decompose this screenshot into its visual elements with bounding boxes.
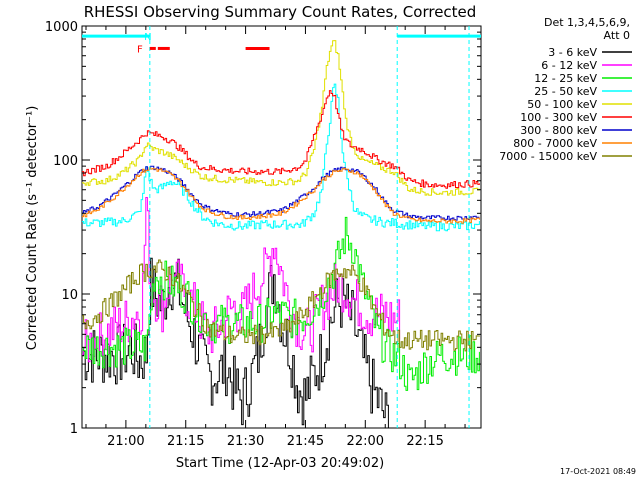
footer-date: 17-Oct-2021 08:49	[560, 467, 636, 476]
flag-marker-label: F	[137, 44, 143, 55]
legend-header-1: Det 1,3,4,5,6,9,	[544, 16, 630, 29]
legend-label: 800 - 7000 keV	[513, 137, 597, 150]
flag-marker-label: N	[144, 32, 151, 43]
series-line-4	[82, 83, 480, 232]
series-line-8	[82, 167, 480, 224]
legend-label: 50 - 100 keV	[527, 98, 597, 111]
series-line-3	[82, 216, 480, 391]
legend-header-2: Att 0	[604, 29, 630, 42]
series-line-6	[82, 90, 480, 189]
series-line-2	[82, 197, 401, 364]
plot-frame	[81, 25, 482, 429]
legend-label: 6 - 12 keV	[541, 59, 597, 72]
legend-label: 12 - 25 keV	[534, 72, 597, 85]
x-tick-label: 21:15	[167, 434, 204, 449]
x-tick-label: 22:00	[347, 434, 384, 449]
series-line-9	[82, 259, 480, 352]
x-tick-label: 22:15	[406, 434, 443, 449]
legend-label: 100 - 300 keV	[520, 111, 597, 124]
x-axis-label: Start Time (12-Apr-03 20:49:02)	[176, 456, 384, 471]
legend-label: 300 - 800 keV	[520, 124, 597, 137]
series-line-5	[82, 40, 480, 196]
y-tick-label: 10	[61, 288, 78, 303]
x-tick-label: 21:30	[227, 434, 264, 449]
legend-label: 25 - 50 keV	[534, 85, 597, 98]
chart-title: RHESSI Observing Summary Count Rates, Co…	[84, 3, 477, 21]
legend-label: 7000 - 15000 keV	[499, 150, 597, 163]
y-tick-label: 100	[53, 154, 78, 169]
legend-label: 3 - 6 keV	[548, 46, 597, 59]
y-tick-label: 1	[70, 422, 78, 437]
y-tick-label: 1000	[45, 20, 78, 35]
y-axis-label: Corrected Count Rate (s⁻¹ detector⁻¹)	[25, 106, 40, 351]
x-tick-label: 21:00	[107, 434, 144, 449]
x-tick-label: 21:45	[287, 434, 324, 449]
